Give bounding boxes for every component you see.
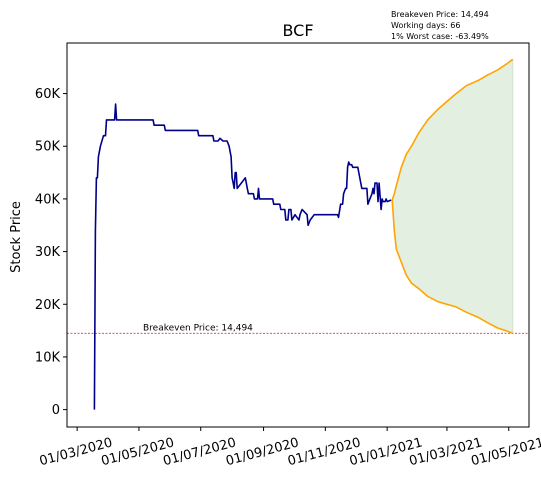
info-worst-case: 1% Worst case: -63.49% [391, 32, 489, 41]
chart-title: BCF [282, 21, 313, 40]
y-axis-label: Stock Price [9, 201, 24, 273]
breakeven-annotation: Breakeven Price: 14,494 [143, 323, 253, 333]
y-tick-label: 50K [35, 140, 61, 155]
info-breakeven: Breakeven Price: 14,494 [391, 10, 489, 19]
y-tick-label: 20K [35, 298, 61, 313]
y-tick-label: 30K [35, 245, 61, 260]
y-tick-label: 40K [35, 192, 61, 207]
y-tick-label: 10K [35, 350, 61, 365]
y-tick-label: 0 [52, 403, 60, 418]
info-working-days: Working days: 66 [391, 21, 460, 30]
y-tick-label: 60K [35, 87, 61, 102]
